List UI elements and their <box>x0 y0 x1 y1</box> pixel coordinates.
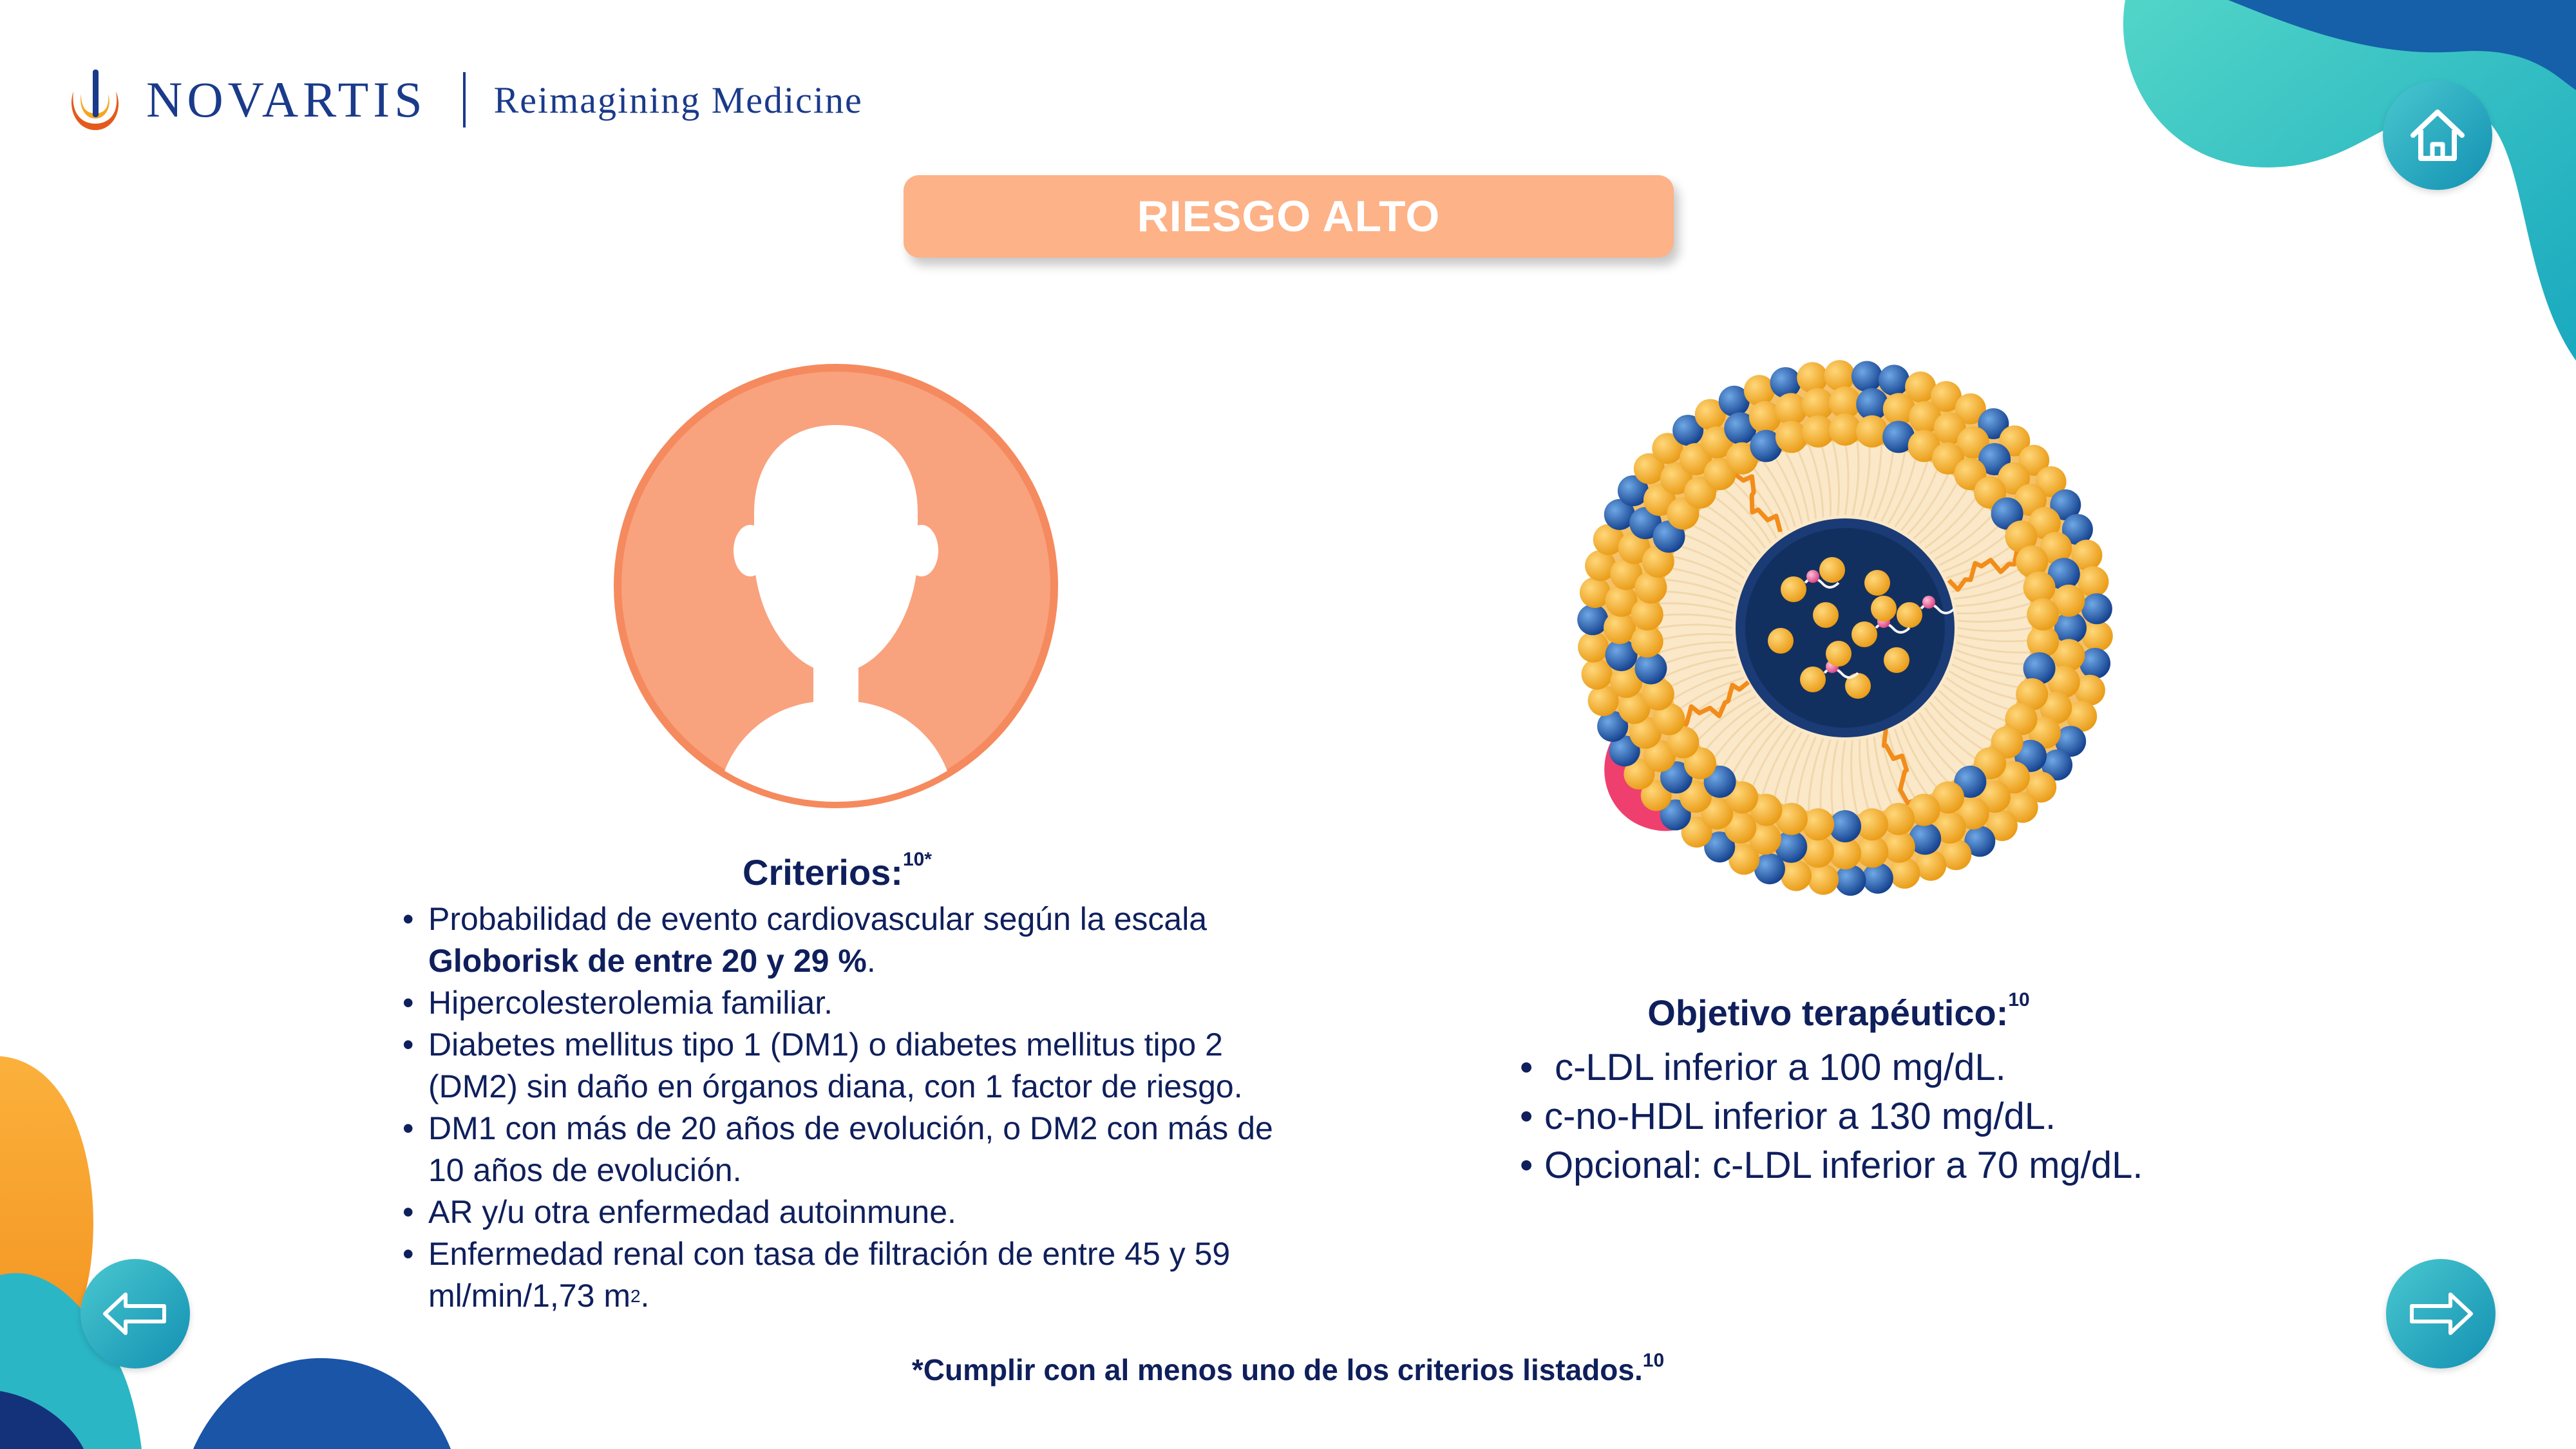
top-right-blob-blue <box>2228 0 2576 90</box>
bottom-left-blob-navy <box>0 1391 84 1449</box>
objective-reference: 10 <box>2008 989 2030 1010</box>
list-item: c-no-HDL inferior a 130 mg/dL. <box>1520 1092 2293 1141</box>
next-button[interactable] <box>2386 1259 2496 1368</box>
criteria-list: Probabilidad de evento cardiovascular se… <box>402 898 1304 1317</box>
footnote-reference: 10 <box>1642 1350 1665 1371</box>
novartis-logo: NOVARTIS Reimagining Medicine <box>64 64 863 135</box>
home-button[interactable] <box>2383 80 2492 190</box>
bottom-left-blob-blue <box>193 1358 451 1449</box>
risk-level-banner: RIESGO ALTO <box>904 175 1674 258</box>
arrow-right-icon <box>2410 1293 2473 1335</box>
lipoprotein-particle-illustration <box>1577 360 2113 896</box>
arrow-left-icon <box>103 1293 166 1335</box>
criteria-reference: 10* <box>902 849 932 870</box>
list-item: DM1 con más de 20 años de evolución, o D… <box>402 1108 1304 1191</box>
previous-button[interactable] <box>80 1259 190 1368</box>
novartis-flame-icon <box>71 70 119 130</box>
list-item: Hipercolesterolemia familiar. <box>402 982 1304 1024</box>
person-avatar-icon <box>614 364 1058 808</box>
criteria-heading: Criterios:10* <box>743 849 932 893</box>
brand-name: NOVARTIS <box>146 71 427 128</box>
logo-separator <box>462 72 466 128</box>
list-item: Opcional: c-LDL inferior a 70 mg/dL. <box>1520 1141 2293 1190</box>
list-item: c-LDL inferior a 100 mg/dL. <box>1520 1043 2293 1092</box>
list-item: AR y/u otra enfermedad autoinmune. <box>402 1191 1304 1233</box>
objective-list: c-LDL inferior a 100 mg/dL. c-no-HDL inf… <box>1520 1043 2293 1190</box>
risk-level-title: RIESGO ALTO <box>1137 192 1441 241</box>
footnote: *Cumplir con al menos uno de los criteri… <box>911 1350 1665 1387</box>
list-item: Probabilidad de evento cardiovascular se… <box>402 898 1304 982</box>
list-item: Enfermedad renal con tasa de filtración … <box>402 1233 1304 1317</box>
objective-heading: Objetivo terapéutico:10 <box>1647 989 2030 1033</box>
home-icon <box>2410 109 2465 161</box>
list-item: Diabetes mellitus tipo 1 (DM1) o diabete… <box>402 1024 1304 1108</box>
brand-tagline: Reimagining Medicine <box>493 79 863 121</box>
